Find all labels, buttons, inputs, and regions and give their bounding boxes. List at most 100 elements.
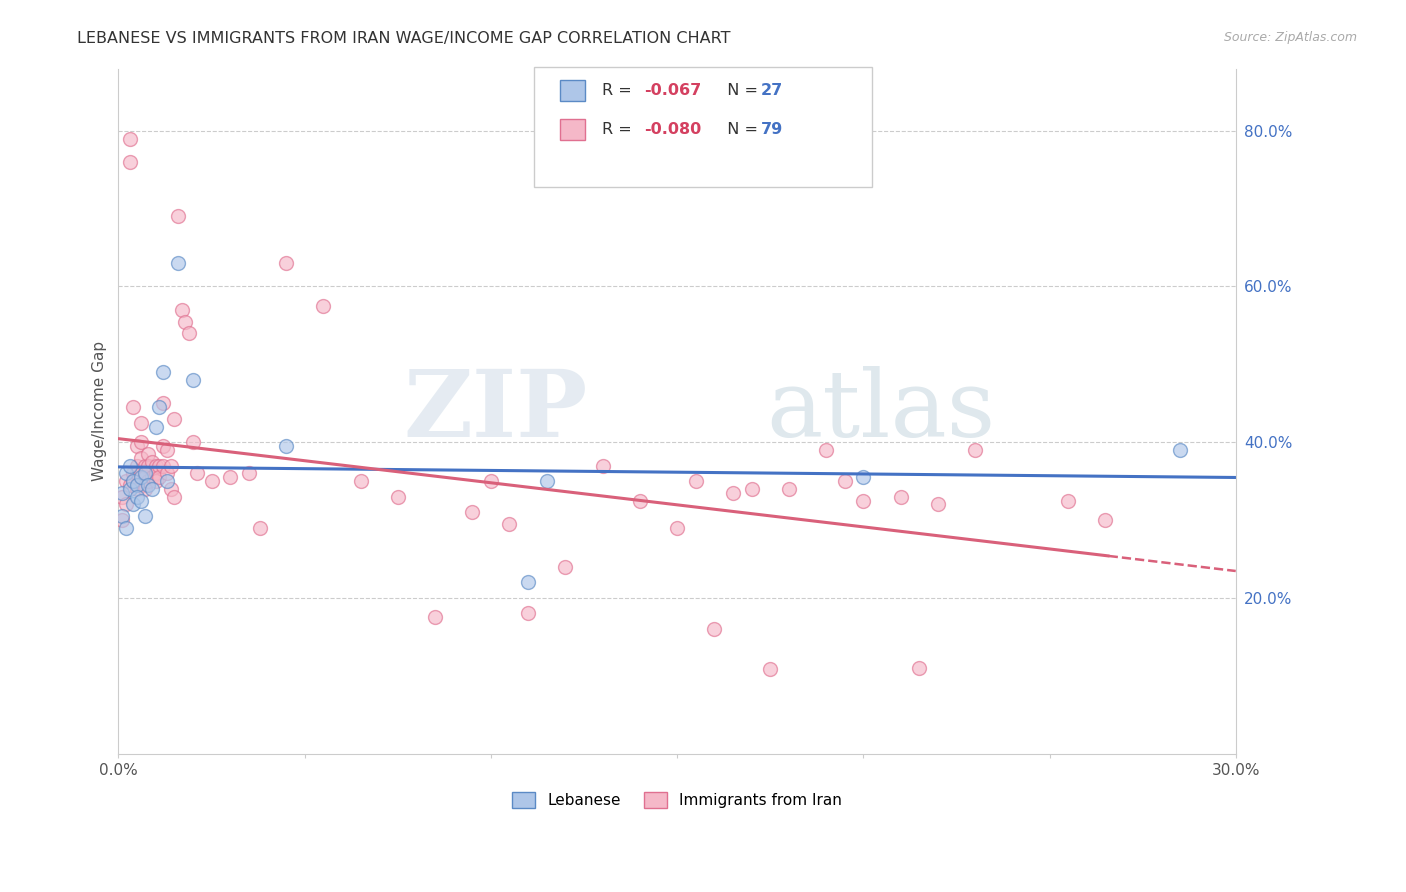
- Point: [852, 493, 875, 508]
- Point: [141, 470, 163, 484]
- Point: [148, 470, 170, 484]
- Point: [703, 622, 725, 636]
- Point: [1094, 513, 1116, 527]
- Point: [159, 458, 181, 473]
- Point: [134, 482, 156, 496]
- Point: [136, 458, 159, 473]
- Point: [115, 521, 138, 535]
- Point: [145, 467, 167, 481]
- Point: [136, 478, 159, 492]
- Point: [274, 439, 297, 453]
- Point: [122, 467, 145, 481]
- Point: [122, 474, 145, 488]
- Point: [274, 256, 297, 270]
- Point: [148, 458, 170, 473]
- Point: [129, 467, 152, 481]
- Text: ZIP: ZIP: [404, 366, 588, 456]
- Point: [927, 497, 949, 511]
- Point: [122, 400, 145, 414]
- Point: [129, 435, 152, 450]
- Point: [167, 256, 190, 270]
- Point: [852, 470, 875, 484]
- Point: [249, 521, 271, 535]
- Point: [778, 482, 800, 496]
- Point: [181, 373, 204, 387]
- Point: [134, 467, 156, 481]
- Point: [111, 485, 134, 500]
- Point: [152, 365, 174, 379]
- Point: [111, 490, 134, 504]
- Point: [129, 470, 152, 484]
- Point: [134, 470, 156, 484]
- Point: [628, 493, 651, 508]
- Point: [118, 155, 141, 169]
- Point: [815, 442, 838, 457]
- Point: [145, 419, 167, 434]
- Point: [152, 458, 174, 473]
- Text: R =: R =: [602, 83, 637, 98]
- Point: [125, 439, 148, 453]
- Point: [129, 493, 152, 508]
- Point: [125, 478, 148, 492]
- Text: -0.080: -0.080: [644, 122, 702, 137]
- Point: [115, 474, 138, 488]
- Point: [125, 482, 148, 496]
- Point: [517, 575, 540, 590]
- Point: [759, 663, 782, 677]
- Point: [423, 610, 446, 624]
- Point: [152, 439, 174, 453]
- Point: [125, 490, 148, 504]
- Point: [461, 505, 484, 519]
- Point: [118, 482, 141, 496]
- Point: [312, 299, 335, 313]
- Point: [167, 210, 190, 224]
- Point: [129, 416, 152, 430]
- Point: [163, 412, 186, 426]
- Point: [238, 467, 260, 481]
- Point: [741, 482, 763, 496]
- Point: [890, 490, 912, 504]
- Point: [125, 458, 148, 473]
- Point: [685, 474, 707, 488]
- Point: [111, 513, 134, 527]
- Text: -0.067: -0.067: [644, 83, 702, 98]
- Point: [163, 490, 186, 504]
- Point: [125, 467, 148, 481]
- Point: [186, 467, 208, 481]
- Text: LEBANESE VS IMMIGRANTS FROM IRAN WAGE/INCOME GAP CORRELATION CHART: LEBANESE VS IMMIGRANTS FROM IRAN WAGE/IN…: [77, 31, 731, 46]
- Point: [141, 482, 163, 496]
- Point: [122, 497, 145, 511]
- Point: [179, 326, 201, 341]
- Point: [118, 478, 141, 492]
- Text: atlas: atlas: [766, 366, 995, 456]
- Point: [592, 458, 614, 473]
- Point: [963, 442, 986, 457]
- Point: [118, 458, 141, 473]
- Point: [536, 474, 558, 488]
- Point: [136, 474, 159, 488]
- Y-axis label: Wage/Income Gap: Wage/Income Gap: [93, 341, 107, 481]
- Point: [141, 455, 163, 469]
- Point: [148, 400, 170, 414]
- Point: [219, 470, 242, 484]
- Point: [554, 559, 576, 574]
- Point: [1168, 442, 1191, 457]
- Point: [122, 474, 145, 488]
- Point: [156, 442, 179, 457]
- Text: N =: N =: [717, 122, 763, 137]
- Legend: Lebanese, Immigrants from Iran: Lebanese, Immigrants from Iran: [506, 786, 848, 814]
- Point: [1057, 493, 1080, 508]
- Point: [387, 490, 409, 504]
- Point: [152, 396, 174, 410]
- Point: [159, 482, 181, 496]
- Text: 27: 27: [761, 83, 783, 98]
- Point: [134, 458, 156, 473]
- Point: [170, 302, 193, 317]
- Point: [136, 447, 159, 461]
- Point: [156, 467, 179, 481]
- Point: [517, 607, 540, 621]
- Point: [156, 474, 179, 488]
- Text: N =: N =: [717, 83, 763, 98]
- Point: [479, 474, 502, 488]
- Point: [134, 509, 156, 524]
